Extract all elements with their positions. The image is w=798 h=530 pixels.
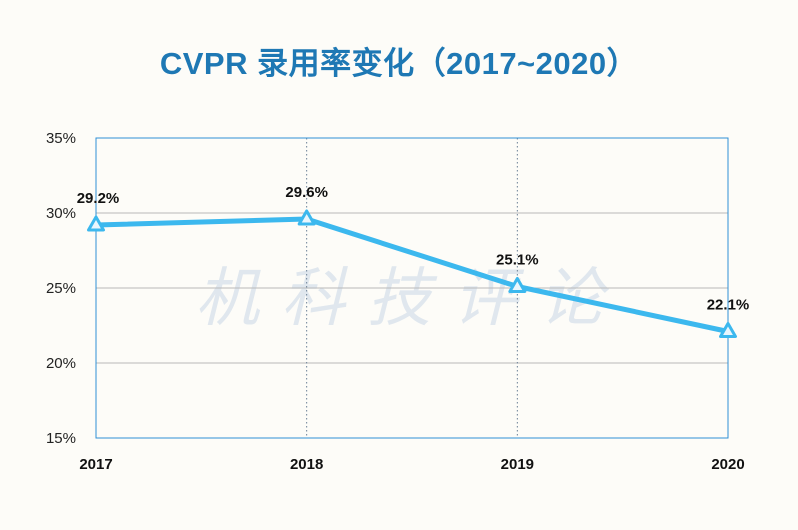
data-point-marker bbox=[508, 276, 527, 293]
data-point-marker bbox=[297, 209, 316, 226]
series-line bbox=[93, 216, 731, 334]
x-tick-label: 2018 bbox=[290, 456, 323, 473]
data-label: 29.2% bbox=[77, 190, 120, 207]
y-tick-label: 20% bbox=[46, 355, 76, 372]
y-tick-label: 15% bbox=[46, 430, 76, 447]
plot-border bbox=[95, 137, 729, 439]
x-tick-label: 2020 bbox=[711, 456, 744, 473]
watermark-text: 机科技评论 bbox=[195, 262, 625, 336]
y-tick-label: 25% bbox=[46, 280, 76, 297]
chart-title: CVPR 录用率变化（2017~2020） bbox=[159, 46, 639, 81]
x-tick-label: 2019 bbox=[501, 456, 534, 473]
data-label: 29.6% bbox=[285, 184, 328, 201]
y-tick-label: 35% bbox=[46, 130, 76, 147]
data-label: 22.1% bbox=[707, 297, 750, 314]
x-tick-label: 2017 bbox=[79, 456, 112, 473]
data-label: 25.1% bbox=[496, 252, 539, 269]
y-tick-label: 30% bbox=[46, 205, 76, 222]
data-point-marker bbox=[87, 215, 105, 232]
data-point-marker bbox=[719, 321, 737, 338]
